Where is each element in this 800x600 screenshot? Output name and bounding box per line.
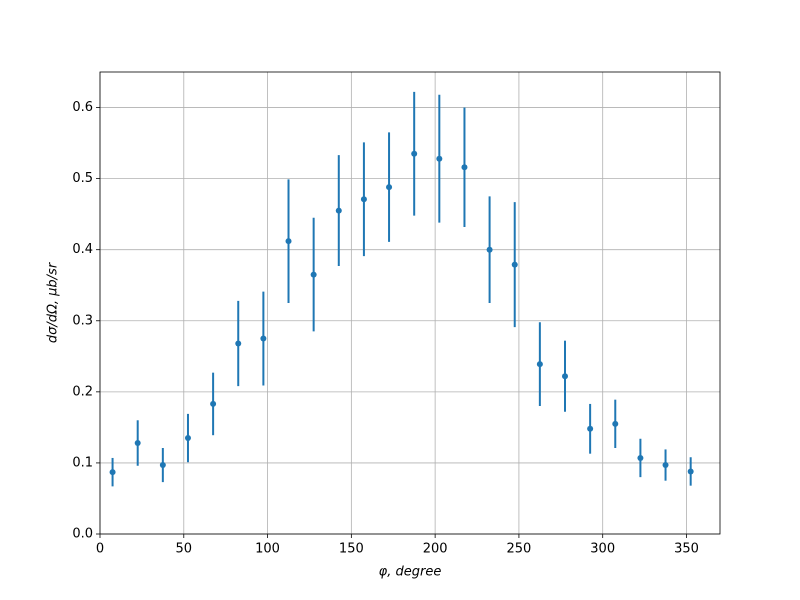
y-tick-label: 0.4: [72, 242, 93, 257]
data-point: [461, 164, 468, 171]
y-tick-label: 0.5: [72, 171, 93, 186]
y-axis-label: dσ/dΩ, μb/sr: [46, 261, 61, 343]
data-point: [687, 468, 694, 475]
data-point: [134, 440, 141, 447]
data-point: [360, 196, 367, 203]
data-point: [386, 184, 393, 191]
data-point: [536, 361, 543, 368]
data-point: [562, 373, 568, 380]
data-point: [109, 469, 116, 476]
x-tick-label: 50: [176, 542, 193, 557]
data-point: [436, 155, 443, 162]
data-point: [235, 340, 242, 347]
y-tick-label: 0.0: [72, 527, 93, 542]
data-point: [411, 150, 418, 157]
y-tick-label: 0.2: [72, 384, 93, 399]
y-tick-label: 0.6: [72, 100, 93, 115]
data-point: [335, 207, 342, 214]
data-point: [260, 335, 267, 342]
x-tick-label: 0: [96, 542, 104, 557]
data-point: [511, 261, 518, 268]
data-point: [637, 454, 644, 461]
data-point: [662, 462, 669, 469]
x-tick-label: 350: [674, 542, 699, 557]
data-point: [210, 400, 217, 407]
x-tick-label: 250: [507, 542, 532, 557]
y-tick-label: 0.1: [72, 455, 93, 470]
data-point: [285, 238, 292, 245]
data-point: [184, 435, 191, 442]
data-point: [159, 462, 166, 469]
x-tick-label: 300: [590, 542, 615, 557]
data-point: [612, 420, 619, 427]
y-tick-label: 0.3: [72, 313, 93, 328]
x-tick-label: 200: [423, 542, 448, 557]
data-point: [486, 246, 493, 253]
x-tick-label: 100: [255, 542, 280, 557]
data-point: [310, 271, 317, 278]
x-tick-label: 150: [339, 542, 364, 557]
plot-frame: [99, 71, 721, 535]
x-axis-label: φ, degree: [379, 565, 442, 580]
data-point: [587, 425, 594, 432]
